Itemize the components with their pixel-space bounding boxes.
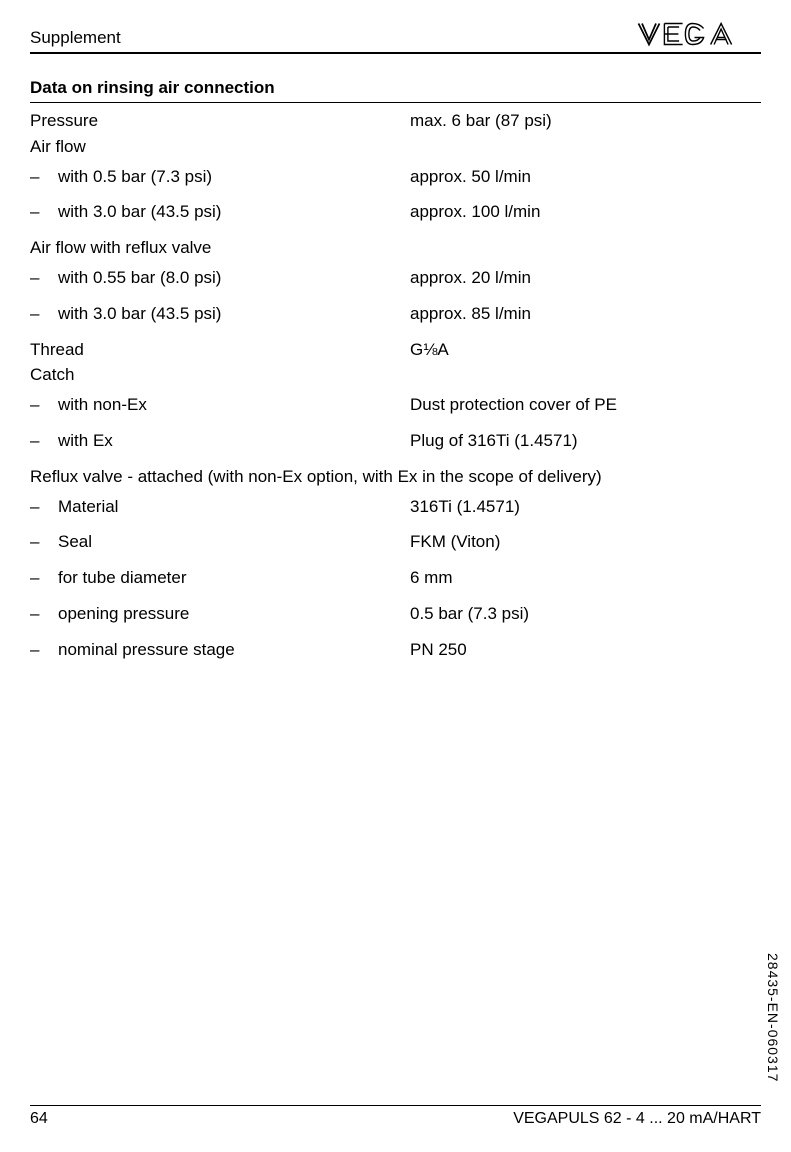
dash-bullet: – xyxy=(30,602,58,626)
label-col: Pressure xyxy=(30,109,410,133)
page-number: 64 xyxy=(30,1110,48,1128)
row-label: opening pressure xyxy=(58,602,189,626)
vega-logo xyxy=(635,20,761,48)
section-title: Data on rinsing air connection xyxy=(30,78,761,103)
row-label: Material xyxy=(58,495,118,519)
row-label: Catch xyxy=(30,363,74,387)
row-value: max. 6 bar (87 psi) xyxy=(410,109,761,133)
data-row: –Material316Ti (1.4571) xyxy=(30,495,761,519)
row-label: Air flow xyxy=(30,135,86,159)
row-label: with Ex xyxy=(58,429,113,453)
label-col: –with 0.55 bar (8.0 psi) xyxy=(30,266,410,290)
data-row: –with 3.0 bar (43.5 psi)approx. 100 l/mi… xyxy=(30,200,761,224)
vertical-doc-code: 28435-EN-060317 xyxy=(765,953,781,1082)
label-col: –for tube diameter xyxy=(30,566,410,590)
data-row: Pressure max. 6 bar (87 psi) xyxy=(30,109,761,133)
row-label: nominal pressure stage xyxy=(58,638,235,662)
label-col: –nominal pressure stage xyxy=(30,638,410,662)
data-row: –with non-ExDust protection cover of PE xyxy=(30,393,761,417)
row-value: 0.5 bar (7.3 psi) xyxy=(410,602,761,626)
data-row: –SealFKM (Viton) xyxy=(30,530,761,554)
row-value: G⅛A xyxy=(410,338,761,362)
data-row: Air flow with reflux valve xyxy=(30,236,761,260)
data-rows: Pressuremax. 6 bar (87 psi)Air flow–with… xyxy=(30,109,761,662)
label-col: –Material xyxy=(30,495,410,519)
data-row: Catch xyxy=(30,363,761,387)
row-value: approx. 85 l/min xyxy=(410,302,761,326)
data-row: –with 3.0 bar (43.5 psi)approx. 85 l/min xyxy=(30,302,761,326)
label-col: Catch xyxy=(30,363,74,387)
label-col: –Seal xyxy=(30,530,410,554)
row-value: 316Ti (1.4571) xyxy=(410,495,761,519)
label-col: –with Ex xyxy=(30,429,410,453)
label-col: –with 0.5 bar (7.3 psi) xyxy=(30,165,410,189)
footer: 64 VEGAPULS 62 - 4 ... 20 mA/HART xyxy=(30,1105,761,1128)
row-label: for tube diameter xyxy=(58,566,187,590)
data-row: –opening pressure0.5 bar (7.3 psi) xyxy=(30,602,761,626)
label-col: Air flow xyxy=(30,135,86,159)
label-col: Reflux valve - attached (with non-Ex opt… xyxy=(30,465,602,489)
row-label: Pressure xyxy=(30,109,98,133)
doc-title: VEGAPULS 62 - 4 ... 20 mA/HART xyxy=(513,1110,761,1128)
dash-bullet: – xyxy=(30,429,58,453)
row-value: FKM (Viton) xyxy=(410,530,761,554)
row-label: Thread xyxy=(30,338,84,362)
dash-bullet: – xyxy=(30,200,58,224)
row-value: Plug of 316Ti (1.4571) xyxy=(410,429,761,453)
dash-bullet: – xyxy=(30,638,58,662)
data-row: –nominal pressure stagePN 250 xyxy=(30,638,761,662)
row-value: approx. 100 l/min xyxy=(410,200,761,224)
row-value: approx. 20 l/min xyxy=(410,266,761,290)
section-header: Supplement xyxy=(30,28,121,48)
row-label: with 3.0 bar (43.5 psi) xyxy=(58,302,221,326)
label-col: –with 3.0 bar (43.5 psi) xyxy=(30,200,410,224)
row-label: with 0.55 bar (8.0 psi) xyxy=(58,266,221,290)
dash-bullet: – xyxy=(30,302,58,326)
label-col: Thread xyxy=(30,338,410,362)
data-row: –for tube diameter6 mm xyxy=(30,566,761,590)
dash-bullet: – xyxy=(30,393,58,417)
label-col: –with non-Ex xyxy=(30,393,410,417)
dash-bullet: – xyxy=(30,266,58,290)
dash-bullet: – xyxy=(30,566,58,590)
row-label: Air flow with reflux valve xyxy=(30,236,211,260)
row-label: Seal xyxy=(58,530,92,554)
row-label: Reflux valve - attached (with non-Ex opt… xyxy=(30,465,602,489)
row-label: with 3.0 bar (43.5 psi) xyxy=(58,200,221,224)
row-label: with 0.5 bar (7.3 psi) xyxy=(58,165,212,189)
data-row: Thread G⅛A xyxy=(30,338,761,362)
data-row: Air flow xyxy=(30,135,761,159)
row-value: 6 mm xyxy=(410,566,761,590)
row-value: Dust protection cover of PE xyxy=(410,393,761,417)
dash-bullet: – xyxy=(30,495,58,519)
label-col: –opening pressure xyxy=(30,602,410,626)
dash-bullet: – xyxy=(30,165,58,189)
label-col: Air flow with reflux valve xyxy=(30,236,211,260)
data-row: –with 0.5 bar (7.3 psi)approx. 50 l/min xyxy=(30,165,761,189)
dash-bullet: – xyxy=(30,530,58,554)
header-row: Supplement xyxy=(30,20,761,54)
data-row: –with ExPlug of 316Ti (1.4571) xyxy=(30,429,761,453)
row-value: PN 250 xyxy=(410,638,761,662)
row-value: approx. 50 l/min xyxy=(410,165,761,189)
data-row: –with 0.55 bar (8.0 psi)approx. 20 l/min xyxy=(30,266,761,290)
label-col: –with 3.0 bar (43.5 psi) xyxy=(30,302,410,326)
data-row: Reflux valve - attached (with non-Ex opt… xyxy=(30,465,761,489)
row-label: with non-Ex xyxy=(58,393,147,417)
